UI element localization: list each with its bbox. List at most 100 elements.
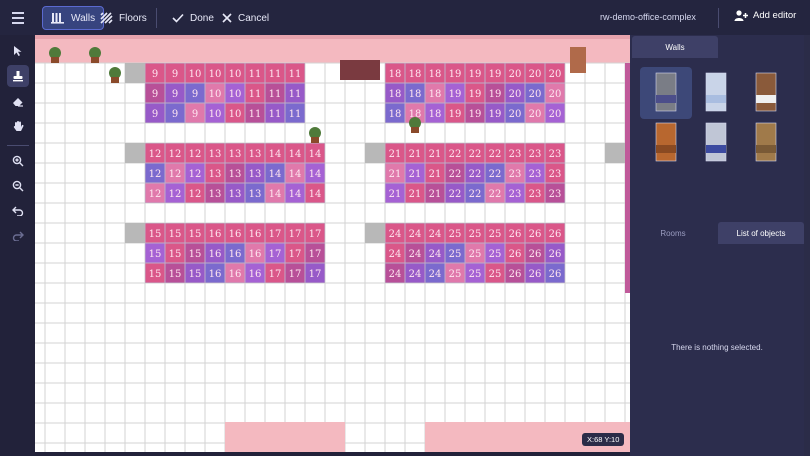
brick-wall-tile-band[interactable] xyxy=(656,145,676,153)
desk-number: 15 xyxy=(169,229,182,240)
desk-number: 15 xyxy=(149,229,162,240)
desk-tile xyxy=(185,263,205,283)
tab-rooms[interactable]: Rooms xyxy=(630,222,716,244)
desk-tile xyxy=(265,163,285,183)
desk-tile xyxy=(145,143,165,163)
desk-tile xyxy=(265,143,285,163)
desk-number: 12 xyxy=(149,149,162,160)
desk-number: 21 xyxy=(389,149,402,160)
map-canvas[interactable]: 9 9 10 10 10 11 11 11 9 9 9 10 10 11 11 11 9 9 9 10 10 11 11 11… xyxy=(35,35,630,452)
cancel-button[interactable]: Cancel xyxy=(214,6,277,30)
desk-number: 26 xyxy=(549,269,562,280)
add-editor-label: Add editor xyxy=(753,10,797,21)
toolbar-divider xyxy=(156,8,157,28)
panel-scrollbar[interactable] xyxy=(804,35,810,456)
desk-tile xyxy=(165,263,185,283)
desk-tile xyxy=(225,63,245,83)
brick-wall-tile[interactable] xyxy=(655,122,677,162)
desk-tile xyxy=(145,83,165,103)
floors-tool-button[interactable]: Floors xyxy=(92,6,155,30)
desk-tile xyxy=(465,263,485,283)
redo-tool[interactable] xyxy=(7,225,29,247)
desk-number: 26 xyxy=(509,269,522,280)
desk-number: 14 xyxy=(309,169,322,180)
eraser-tool[interactable] xyxy=(7,90,29,112)
desk-number: 26 xyxy=(509,249,522,260)
plant-decoration xyxy=(409,117,421,129)
desk-number: 17 xyxy=(309,249,322,260)
desk-number: 12 xyxy=(149,189,162,200)
blue-panel-wall-tile[interactable] xyxy=(705,122,727,162)
desk-tile xyxy=(545,223,565,243)
desk-number: 21 xyxy=(409,149,422,160)
desk-number: 19 xyxy=(449,109,462,120)
desk-tile xyxy=(385,243,405,263)
blue-panel-wall-tile-band[interactable] xyxy=(706,145,726,153)
stamp-tool[interactable] xyxy=(7,65,29,87)
map-grid[interactable]: 9 9 10 10 10 11 11 11 9 9 9 10 10 11 11 11 9 9 9 10 10 11 11 11… xyxy=(35,35,630,452)
tab-walls[interactable]: Walls xyxy=(632,36,718,58)
desk-tile xyxy=(205,223,225,243)
zoom-in-tool[interactable] xyxy=(7,150,29,172)
select-tool[interactable] xyxy=(7,40,29,62)
desk-tile xyxy=(505,263,525,283)
desk-number: 15 xyxy=(169,269,182,280)
desk-tile xyxy=(465,243,485,263)
pillar xyxy=(125,223,145,243)
brown-stripe-wall-tile-band[interactable] xyxy=(756,95,776,103)
light-blue-wall-tile-band[interactable] xyxy=(706,95,726,103)
desk-number: 12 xyxy=(189,169,202,180)
bottom-wall-left xyxy=(225,422,345,452)
desk-tile xyxy=(525,183,545,203)
desk-tile xyxy=(205,143,225,163)
undo-tool[interactable] xyxy=(7,200,29,222)
desk-number: 11 xyxy=(249,89,262,100)
menu-icon[interactable] xyxy=(8,8,30,28)
desk-number: 20 xyxy=(509,69,522,80)
wood-brick-wall-tile-band[interactable] xyxy=(756,145,776,153)
desk-number: 9 xyxy=(152,89,158,100)
zoom-out-tool[interactable] xyxy=(7,175,29,197)
wood-brick-wall-tile[interactable] xyxy=(755,122,777,162)
gray-wall-tile[interactable] xyxy=(655,72,677,112)
desk-tile xyxy=(245,103,265,123)
desk-number: 12 xyxy=(169,189,182,200)
desk-number: 19 xyxy=(469,69,482,80)
desk-number: 26 xyxy=(529,249,542,260)
desk-tile xyxy=(485,163,505,183)
desk-tile xyxy=(245,243,265,263)
light-blue-wall-tile[interactable] xyxy=(705,72,727,112)
desk-number: 23 xyxy=(549,149,562,160)
desk-number: 22 xyxy=(489,169,502,180)
desk-tile xyxy=(145,223,165,243)
walls-tool-button[interactable]: Walls xyxy=(42,6,105,30)
desk-number: 24 xyxy=(409,269,422,280)
desk-tile xyxy=(205,183,225,203)
desk-number: 15 xyxy=(169,249,182,260)
done-button[interactable]: Done xyxy=(164,6,222,30)
add-editor-button[interactable]: Add editor xyxy=(734,10,796,21)
desk-tile xyxy=(205,63,225,83)
desk-number: 18 xyxy=(389,69,402,80)
desk-tile xyxy=(385,83,405,103)
desk-tile xyxy=(445,83,465,103)
desk-number: 19 xyxy=(449,89,462,100)
pan-tool[interactable] xyxy=(7,115,29,137)
tab-list-of-objects[interactable]: List of objects xyxy=(718,222,804,244)
desk-tile xyxy=(445,263,465,283)
desk-number: 14 xyxy=(289,149,302,160)
desk-tile xyxy=(185,223,205,243)
gray-wall-tile-band[interactable] xyxy=(656,95,676,103)
desk-tile xyxy=(145,163,165,183)
desk-tile xyxy=(245,263,265,283)
desk-tile xyxy=(265,223,285,243)
desk-tile xyxy=(205,243,225,263)
check-icon xyxy=(172,13,184,23)
brown-stripe-wall-tile[interactable] xyxy=(755,72,777,112)
desk-number: 22 xyxy=(489,149,502,160)
plant-pot xyxy=(91,57,99,63)
desk-tile xyxy=(145,103,165,123)
desk-tile xyxy=(505,223,525,243)
wall-tile-palette xyxy=(655,72,777,162)
desk-number: 18 xyxy=(389,109,402,120)
